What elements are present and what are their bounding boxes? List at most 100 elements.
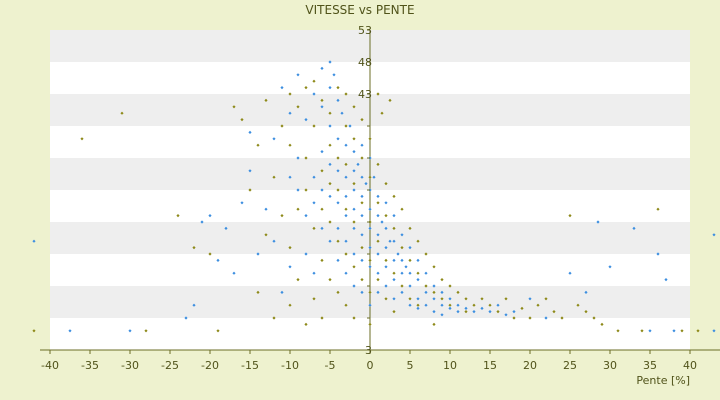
olive-data-point (408, 226, 412, 230)
blue-data-point (456, 303, 460, 307)
olive-data-point (360, 278, 364, 282)
olive-data-point (328, 182, 332, 186)
blue-data-point (376, 290, 380, 294)
blue-data-point (336, 169, 340, 173)
olive-data-point (344, 124, 348, 128)
olive-data-point (368, 258, 372, 262)
blue-data-point (392, 258, 396, 262)
olive-data-point (360, 156, 364, 160)
blue-data-point (264, 207, 268, 211)
blue-data-point (352, 226, 356, 230)
blue-data-point (352, 188, 356, 192)
blue-data-point (352, 284, 356, 288)
x-tick-label: 15 (483, 359, 497, 372)
chart-title: VITESSE vs PENTE (305, 3, 414, 17)
olive-data-point (448, 303, 452, 307)
blue-data-point (472, 310, 476, 314)
olive-data-point (656, 207, 660, 211)
olive-data-point (272, 175, 276, 179)
olive-data-point (360, 118, 364, 122)
blue-data-point (272, 239, 276, 243)
olive-data-point (352, 265, 356, 269)
data-points (32, 60, 716, 333)
blue-data-point (328, 162, 332, 166)
olive-data-point (464, 297, 468, 301)
olive-data-point (352, 137, 356, 141)
x-tick-label: 25 (563, 359, 577, 372)
blue-data-point (464, 306, 468, 310)
olive-data-point (280, 214, 284, 218)
blue-data-point (356, 162, 360, 166)
blue-data-point (336, 258, 340, 262)
blue-data-point (320, 105, 324, 109)
olive-data-point (320, 169, 324, 173)
blue-data-point (280, 86, 284, 90)
blue-data-point (216, 258, 220, 262)
blue-data-point (344, 214, 348, 218)
blue-data-point (352, 207, 356, 211)
olive-data-point (504, 297, 508, 301)
olive-data-point (312, 297, 316, 301)
blue-data-point (328, 124, 332, 128)
blue-data-point (208, 214, 212, 218)
olive-data-point (376, 278, 380, 282)
y-axis-ticks: 3 43 48 53 (358, 24, 372, 357)
blue-data-point (372, 175, 376, 179)
blue-data-point (312, 201, 316, 205)
blue-data-point (504, 313, 508, 317)
olive-data-point (344, 252, 348, 256)
olive-data-point (304, 322, 308, 326)
olive-data-point (584, 310, 588, 314)
blue-data-point (312, 92, 316, 96)
blue-data-point (400, 290, 404, 294)
blue-data-point (672, 329, 676, 333)
blue-data-point (400, 271, 404, 275)
olive-data-point (392, 226, 396, 230)
blue-data-point (376, 271, 380, 275)
olive-data-point (320, 98, 324, 102)
blue-data-point (408, 246, 412, 250)
blue-data-point (712, 329, 716, 333)
blue-data-point (232, 271, 236, 275)
blue-data-point (440, 313, 444, 317)
blue-data-point (320, 188, 324, 192)
blue-data-point (360, 258, 364, 262)
blue-data-point (368, 265, 372, 269)
olive-data-point (312, 124, 316, 128)
olive-data-point (640, 329, 644, 333)
olive-data-point (528, 316, 532, 320)
blue-data-point (368, 303, 372, 307)
olive-data-point (544, 297, 548, 301)
olive-data-point (384, 182, 388, 186)
olive-data-point (600, 322, 604, 326)
x-tick-label: 35 (643, 359, 657, 372)
blue-data-point (364, 182, 368, 186)
blue-data-point (512, 310, 516, 314)
olive-data-point (32, 329, 36, 333)
blue-data-point (248, 169, 252, 173)
blue-data-point (304, 214, 308, 218)
olive-data-point (376, 92, 380, 96)
blue-data-point (304, 118, 308, 122)
blue-data-point (384, 201, 388, 205)
blue-data-point (328, 86, 332, 90)
olive-data-point (232, 105, 236, 109)
x-tick-label: 30 (603, 359, 617, 372)
blue-data-point (376, 252, 380, 256)
blue-data-point (396, 252, 400, 256)
olive-data-point (448, 284, 452, 288)
blue-data-point (648, 329, 652, 333)
olive-data-point (536, 303, 540, 307)
blue-data-point (332, 73, 336, 77)
x-tick-label: -15 (241, 359, 259, 372)
olive-data-point (496, 310, 500, 314)
x-tick-label: 0 (367, 359, 374, 372)
olive-data-point (368, 290, 372, 294)
blue-data-point (456, 310, 460, 314)
olive-data-point (400, 284, 404, 288)
olive-data-point (352, 105, 356, 109)
olive-data-point (368, 137, 372, 141)
olive-data-point (472, 303, 476, 307)
olive-data-point (304, 86, 308, 90)
olive-data-point (616, 329, 620, 333)
